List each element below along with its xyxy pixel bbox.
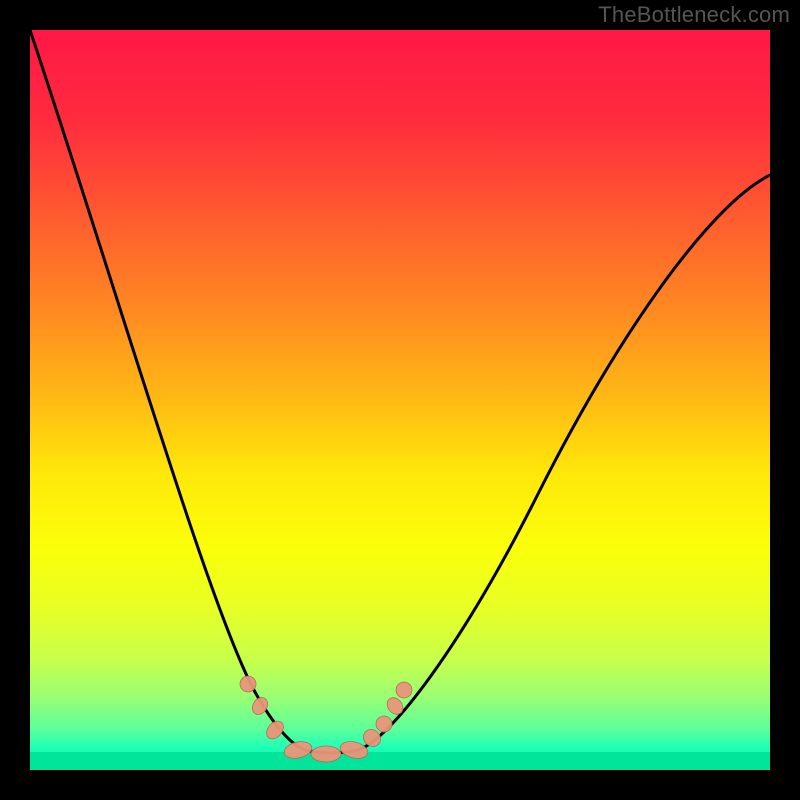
bottleneck-chart [0, 0, 800, 800]
green-band [30, 752, 770, 770]
marker-point [311, 746, 341, 762]
chart-container: TheBottleneck.com [0, 0, 800, 800]
plot-background [30, 30, 770, 770]
